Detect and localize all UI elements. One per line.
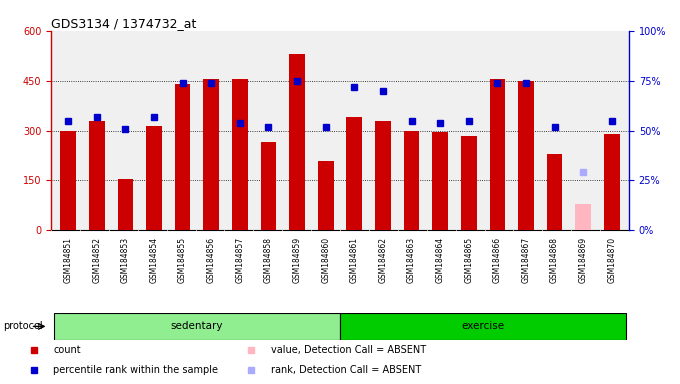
Bar: [346, 117, 362, 230]
Text: GSM184868: GSM184868: [550, 237, 559, 283]
Text: protocol: protocol: [3, 321, 43, 331]
Text: GDS3134 / 1374732_at: GDS3134 / 1374732_at: [51, 17, 197, 30]
Text: GSM184853: GSM184853: [121, 237, 130, 283]
Text: GSM184859: GSM184859: [292, 237, 301, 283]
Bar: [175, 84, 190, 230]
Bar: [375, 121, 391, 230]
Text: GSM184854: GSM184854: [150, 237, 158, 283]
Bar: [232, 79, 248, 230]
Text: GSM184852: GSM184852: [92, 237, 101, 283]
Bar: [203, 79, 219, 230]
Bar: [547, 154, 562, 230]
Text: GSM184855: GSM184855: [178, 237, 187, 283]
Text: GSM184870: GSM184870: [607, 237, 616, 283]
Text: GSM184863: GSM184863: [407, 237, 416, 283]
Bar: [432, 132, 448, 230]
Bar: [118, 179, 133, 230]
Text: value, Detection Call = ABSENT: value, Detection Call = ABSENT: [271, 345, 426, 355]
Text: GSM184862: GSM184862: [379, 237, 388, 283]
Text: sedentary: sedentary: [171, 321, 223, 331]
Text: GSM184861: GSM184861: [350, 237, 359, 283]
Text: GSM184857: GSM184857: [235, 237, 244, 283]
Bar: [260, 142, 276, 230]
Bar: [61, 131, 76, 230]
Bar: [575, 204, 591, 230]
Bar: [490, 79, 505, 230]
Bar: [404, 131, 420, 230]
Text: GSM184865: GSM184865: [464, 237, 473, 283]
Bar: [289, 54, 305, 230]
Text: GSM184856: GSM184856: [207, 237, 216, 283]
Bar: [340, 313, 626, 340]
Text: GSM184858: GSM184858: [264, 237, 273, 283]
Text: rank, Detection Call = ABSENT: rank, Detection Call = ABSENT: [271, 365, 422, 375]
Bar: [146, 126, 162, 230]
Text: GSM184864: GSM184864: [436, 237, 445, 283]
Text: GSM184866: GSM184866: [493, 237, 502, 283]
Bar: [318, 161, 334, 230]
Bar: [89, 121, 105, 230]
Bar: [518, 81, 534, 230]
Text: GSM184867: GSM184867: [522, 237, 530, 283]
Bar: [54, 313, 340, 340]
Text: percentile rank within the sample: percentile rank within the sample: [53, 365, 218, 375]
Text: GSM184860: GSM184860: [321, 237, 330, 283]
Bar: [461, 136, 477, 230]
Bar: [604, 134, 619, 230]
Text: GSM184851: GSM184851: [64, 237, 73, 283]
Text: exercise: exercise: [462, 321, 505, 331]
Text: GSM184869: GSM184869: [579, 237, 588, 283]
Text: count: count: [53, 345, 81, 355]
